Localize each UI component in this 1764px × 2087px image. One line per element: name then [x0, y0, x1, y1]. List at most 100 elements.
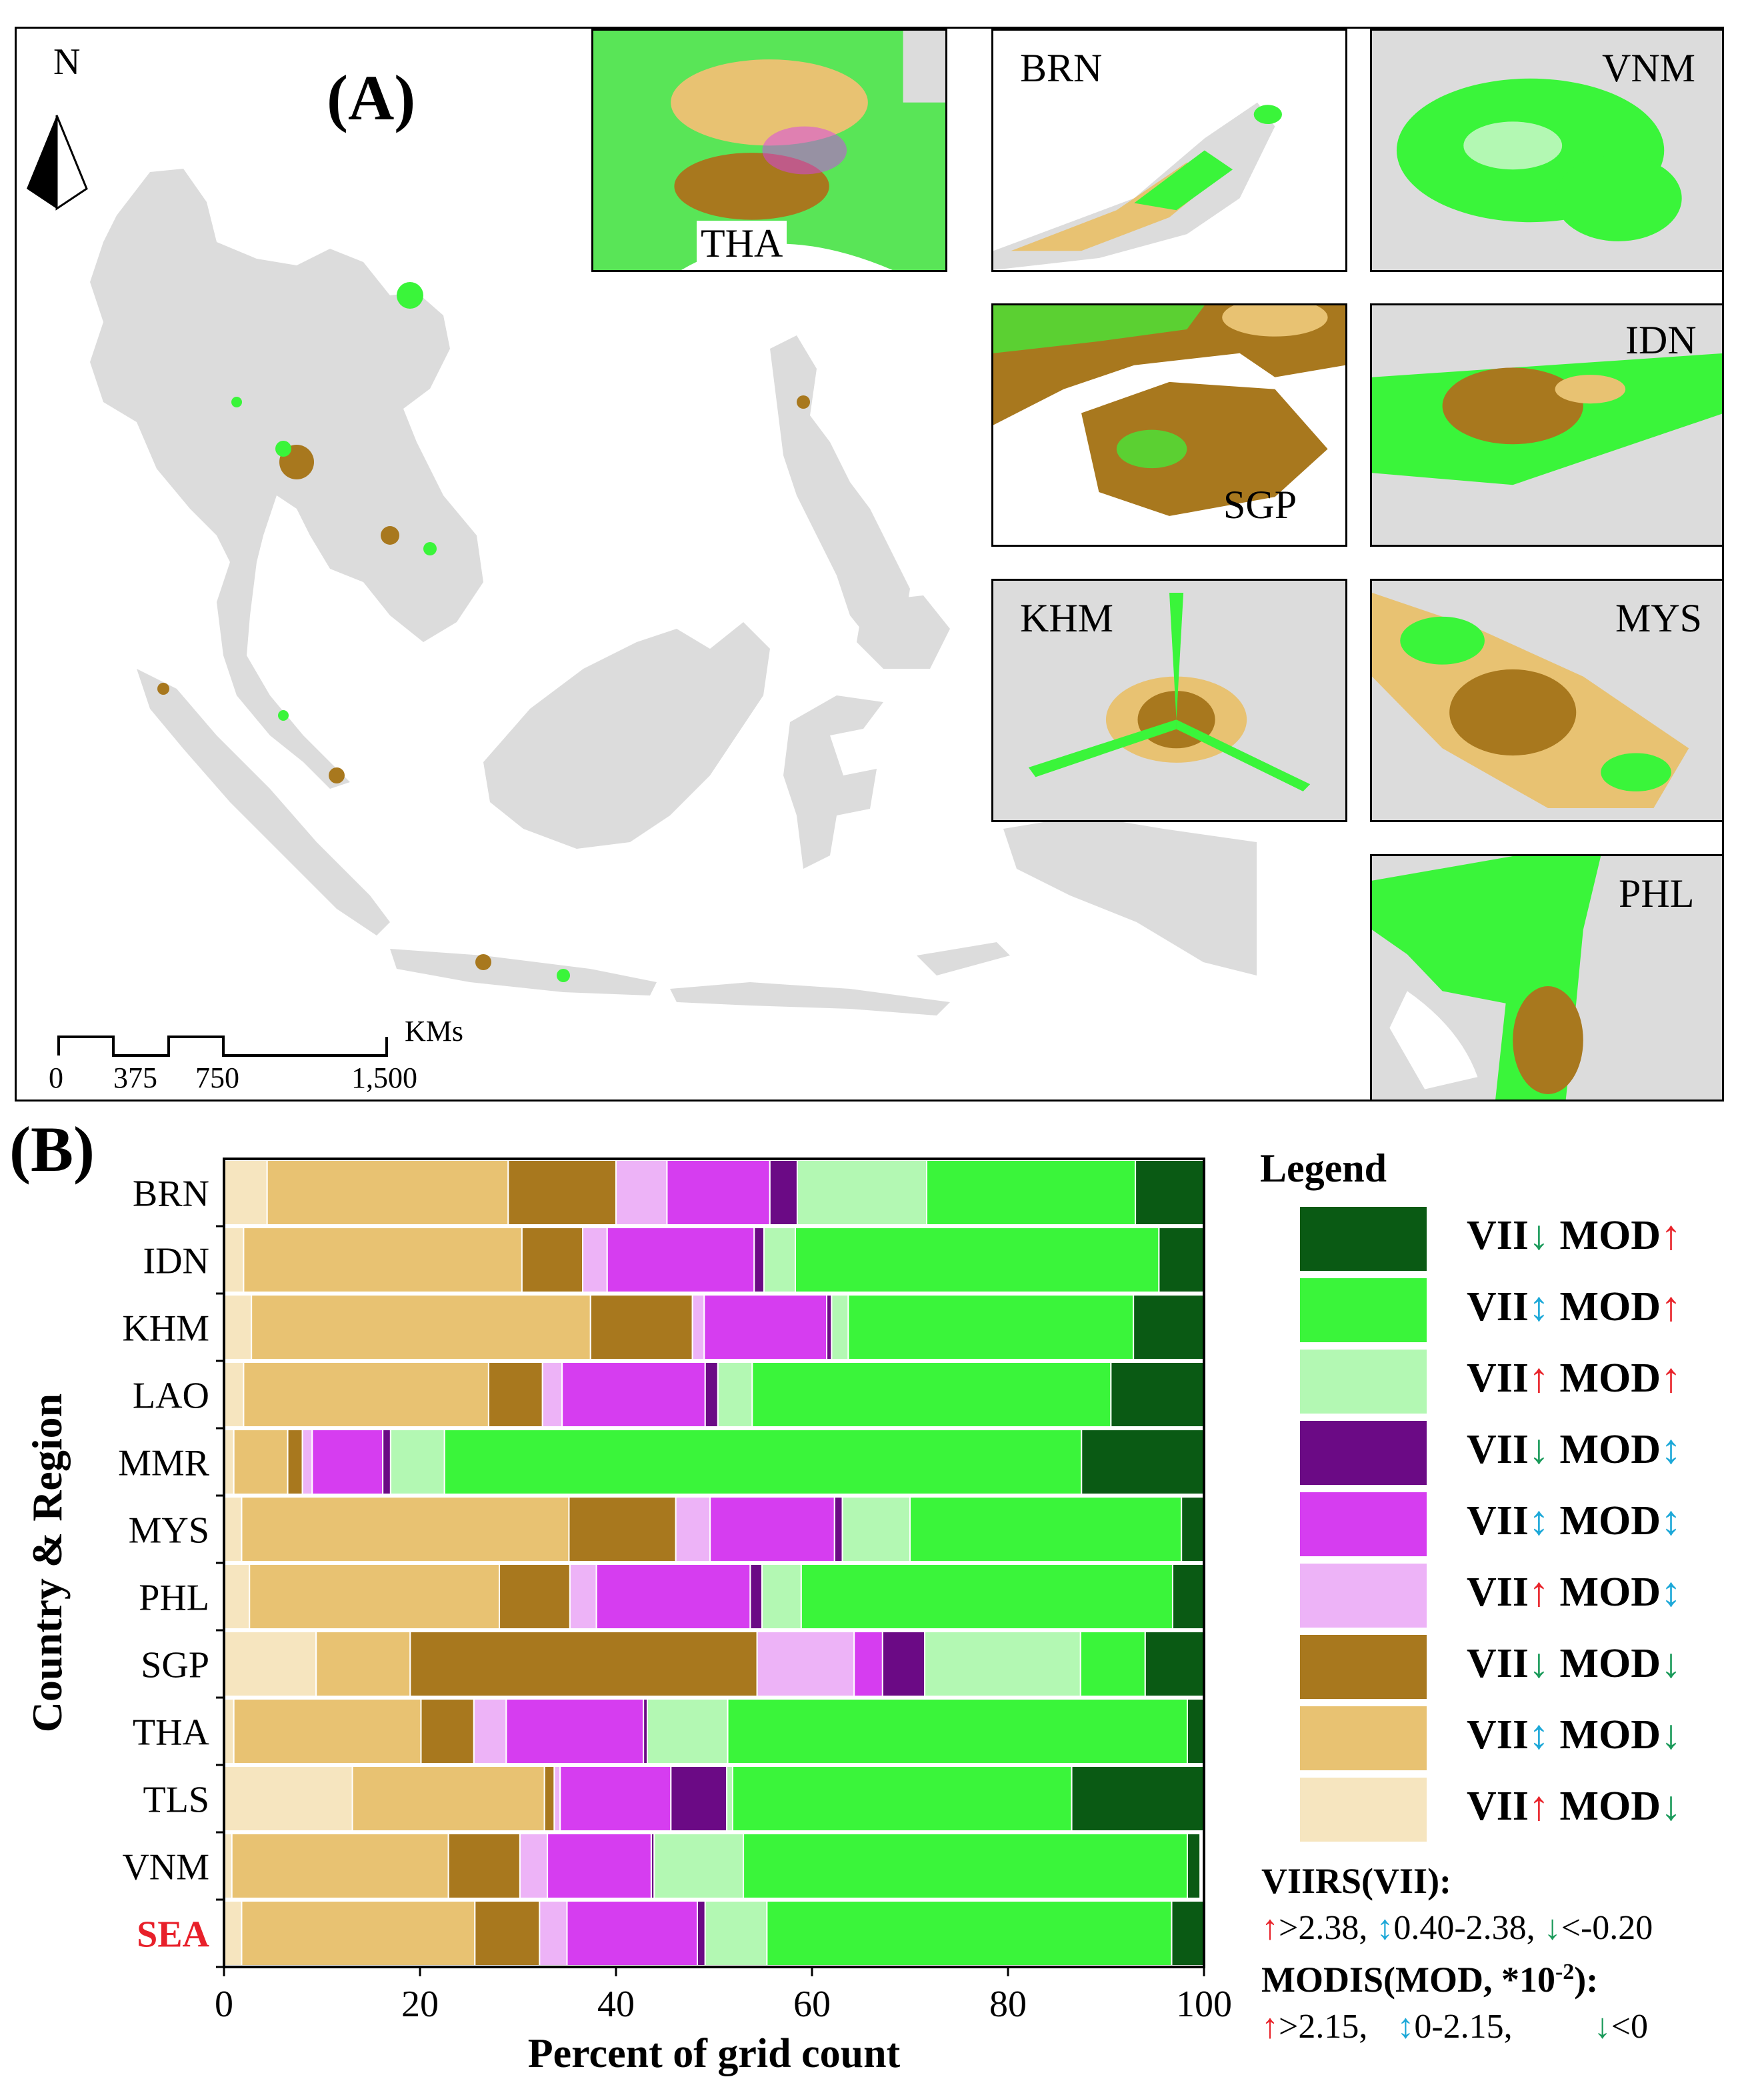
sulawesi-landmass [783, 695, 883, 869]
y-tick-phl: PHL [139, 1578, 209, 1619]
modis-title-end: ): [1574, 1960, 1599, 2000]
bar-phl-seg-8 [1171, 1564, 1205, 1630]
legend-vii-arrow: ↕ [1529, 1498, 1550, 1544]
legend-vii: VII [1467, 1570, 1529, 1615]
legend-item: VII↑ MOD↑ [1300, 1350, 1700, 1414]
inset-label-khm: KHM [1020, 596, 1114, 640]
y-tick-vnm: VNM [122, 1847, 209, 1888]
philippines-islands [770, 335, 910, 649]
bar-sea-seg-8 [1171, 1900, 1205, 1966]
legend-mod-arrow: ↕ [1661, 1570, 1682, 1615]
legend-mod: MOD [1559, 1213, 1661, 1258]
scale-tick-375: 375 [113, 1062, 157, 1094]
bar-phl-seg-1 [249, 1564, 501, 1630]
bar-brn-seg-6 [796, 1160, 927, 1226]
legend-mod: MOD [1559, 1356, 1661, 1401]
viirs-down-text: <-0.20 [1561, 1909, 1653, 1947]
legend-swatch [1300, 1564, 1427, 1628]
bar-phl-seg-7 [800, 1564, 1173, 1630]
legend-mod-arrow: ↕ [1661, 1427, 1682, 1472]
bar-mys-seg-4 [709, 1496, 835, 1562]
bar-mys-seg-5 [833, 1496, 843, 1562]
y-tick-mmr: MMR [118, 1443, 210, 1484]
scale-unit: KMs [405, 1015, 464, 1048]
bar-sgp-seg-2 [409, 1631, 758, 1697]
inset-khm: KHM [991, 579, 1347, 822]
legend-mod: MOD [1559, 1427, 1661, 1472]
inset-brn: BRN [991, 29, 1347, 272]
bar-mys-seg-3 [675, 1496, 711, 1562]
legend-mod-arrow: ↑ [1661, 1356, 1682, 1401]
viirs-mid-text: 0.40-2.38, [1393, 1909, 1535, 1947]
bar-sea-seg-6 [704, 1900, 768, 1966]
bar-phl-seg-6 [761, 1564, 802, 1630]
legend-vii-arrow: ↑ [1529, 1356, 1550, 1401]
legend-swatch [1300, 1492, 1427, 1556]
bar-idn-seg-3 [582, 1227, 608, 1293]
modis-title-main: MODIS(MOD, *10 [1261, 1960, 1555, 2000]
legend-label: VII↕ MOD↑ [1467, 1284, 1681, 1331]
bar-tha-seg-4 [505, 1698, 645, 1764]
bar-sgp-seg-7 [1079, 1631, 1146, 1697]
legend-item: VII↕ MOD↑ [1300, 1278, 1700, 1342]
bar-sea-seg-2 [474, 1900, 541, 1966]
bar-sgp-seg-1 [315, 1631, 411, 1697]
mindanao-island [857, 595, 950, 669]
legend-label: VII↓ MOD↑ [1467, 1212, 1681, 1260]
bar-brn-seg-1 [266, 1160, 509, 1226]
bar-khm-seg-4 [703, 1294, 828, 1360]
bar-khm-seg-8 [1133, 1294, 1205, 1360]
bar-idn-seg-7 [795, 1227, 1160, 1293]
legend-vii: VII [1467, 1356, 1529, 1401]
bar-tls-seg-4 [559, 1766, 672, 1832]
bar-mys-seg-0 [223, 1496, 243, 1562]
y-axis-label: Country & Region [23, 1394, 71, 1732]
bar-group [223, 1160, 1205, 1966]
viirs-thresholds: ↑>2.38, ↕0.40-2.38, ↓<-0.20 [1261, 1908, 1653, 1948]
bar-tls-seg-0 [223, 1766, 353, 1832]
modis-title-exponent: -2 [1555, 1960, 1575, 1984]
bar-sgp-seg-8 [1144, 1631, 1205, 1697]
bar-mmr-seg-3 [301, 1429, 313, 1495]
bar-sea-seg-4 [566, 1900, 699, 1966]
bar-brn-seg-5 [769, 1160, 798, 1226]
legend-item: VII↑ MOD↓ [1300, 1778, 1700, 1842]
y-tick-sgp: SGP [141, 1645, 209, 1686]
bar-brn-seg-7 [925, 1160, 1137, 1226]
bar-vnm-seg-8 [1187, 1833, 1201, 1899]
viirs-down-arrow: ↓ [1543, 1909, 1561, 1947]
inset-idn: IDN [1370, 303, 1722, 547]
bar-vnm-seg-1 [231, 1833, 449, 1899]
bar-phl-seg-4 [595, 1564, 751, 1630]
bar-mys-seg-2 [568, 1496, 677, 1562]
x-tick-0: 0 [215, 1984, 233, 2025]
legend-mod-arrow: ↑ [1661, 1284, 1682, 1330]
bar-vnm-seg-6 [653, 1833, 745, 1899]
x-tick-60: 60 [793, 1984, 831, 2025]
bar-lao-seg-7 [751, 1362, 1112, 1428]
y-tick-mys: MYS [129, 1510, 209, 1552]
scale-bar [57, 1035, 388, 1057]
bar-mmr-seg-8 [1081, 1429, 1205, 1495]
legend-mod-arrow: ↕ [1661, 1498, 1682, 1544]
bar-tha-seg-1 [233, 1698, 422, 1764]
inset-sgp: SGP [991, 303, 1347, 547]
bar-idn-seg-0 [223, 1227, 245, 1293]
legend-label: VII↑ MOD↓ [1467, 1783, 1681, 1830]
inset-mys: MYS [1370, 579, 1722, 822]
bar-tls-seg-1 [351, 1766, 545, 1832]
legend-swatch [1300, 1778, 1427, 1842]
panel-b-label: (B) [9, 1114, 95, 1185]
bar-mmr-seg-5 [382, 1429, 391, 1495]
bar-tls-seg-5 [670, 1766, 728, 1832]
scale-tick-0: 0 [49, 1062, 63, 1094]
x-tick-40: 40 [597, 1984, 635, 2025]
bar-tls-seg-8 [1071, 1766, 1205, 1832]
bar-sea-seg-3 [539, 1900, 568, 1966]
inset-label-idn: IDN [1625, 318, 1697, 362]
y-tick-lao: LAO [133, 1376, 209, 1417]
southeast-asia-map [27, 115, 1257, 1057]
legend-vii-arrow: ↑ [1529, 1784, 1550, 1829]
bar-mys-seg-6 [841, 1496, 911, 1562]
legend-swatch [1300, 1635, 1427, 1699]
